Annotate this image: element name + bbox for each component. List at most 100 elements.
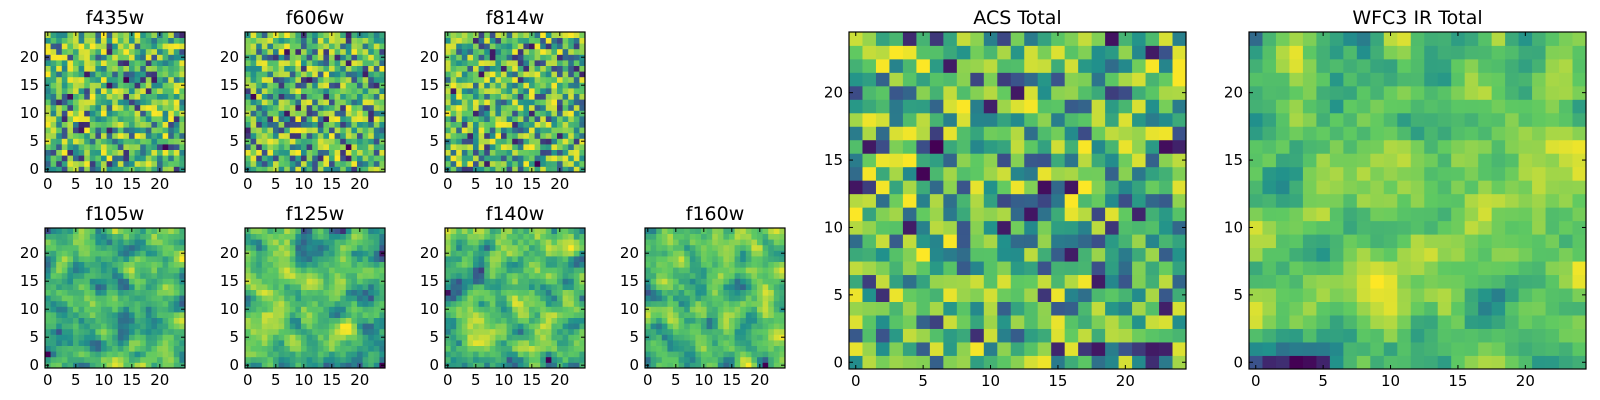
- heatmap-cell: [329, 43, 335, 50]
- heatmap-cell: [579, 256, 586, 262]
- heatmap-cell: [112, 261, 119, 268]
- heatmap-cell: [173, 88, 180, 94]
- heatmap-cell: [379, 340, 386, 346]
- heatmap-cell: [534, 284, 541, 290]
- heatmap-cell: [661, 362, 668, 369]
- heatmap-cell: [179, 233, 186, 240]
- heatmap-cell: [684, 312, 691, 318]
- heatmap-cell: [551, 71, 558, 78]
- heatmap-cell: [117, 323, 124, 330]
- heatmap-cell: [579, 356, 586, 363]
- x-tick-label: 0: [243, 175, 253, 193]
- heatmap-cell: [902, 342, 917, 356]
- heatmap-cell: [745, 328, 752, 335]
- heatmap-cell: [306, 48, 313, 55]
- heatmap-cell: [568, 149, 575, 156]
- heatmap-cell: [762, 323, 769, 330]
- y-tick-label: 10: [420, 300, 439, 318]
- heatmap-cell: [450, 340, 457, 346]
- heatmap-cell: [473, 272, 479, 279]
- heatmap-cell: [545, 278, 552, 285]
- heatmap-cell: [329, 160, 335, 167]
- heatmap-cell: [61, 76, 68, 83]
- heatmap-cell: [661, 239, 668, 246]
- heatmap-cell: [484, 88, 491, 94]
- heatmap-cell: [89, 228, 96, 234]
- heatmap-cell: [168, 32, 175, 38]
- heatmap-cell: [261, 272, 268, 279]
- heatmap-cell: [568, 82, 575, 89]
- heatmap-cell: [173, 228, 180, 234]
- heatmap-cell: [579, 160, 586, 167]
- heatmap-cell: [461, 256, 468, 262]
- heatmap-cell: [95, 132, 102, 139]
- heatmap-cell: [61, 267, 68, 274]
- heatmap-cell: [140, 43, 147, 50]
- heatmap-cell: [1091, 193, 1106, 208]
- heatmap-cell: [579, 65, 586, 72]
- heatmap-cell: [50, 127, 57, 134]
- heatmap-cell: [943, 274, 958, 289]
- heatmap-cell: [168, 362, 175, 369]
- heatmap-cell: [145, 284, 152, 290]
- heatmap-cell: [540, 76, 547, 83]
- heatmap-cell: [267, 351, 274, 358]
- heatmap-cell: [461, 166, 468, 173]
- heatmap-cell: [140, 289, 147, 296]
- heatmap-cell: [557, 328, 563, 335]
- heatmap-cell: [684, 300, 691, 307]
- heatmap-cell: [345, 32, 352, 38]
- heatmap-cell: [301, 334, 307, 341]
- heatmap-cell: [467, 356, 474, 363]
- heatmap-cell: [67, 116, 74, 122]
- heatmap-cell: [545, 43, 552, 50]
- heatmap-cell: [173, 356, 180, 363]
- heatmap-cell: [773, 272, 780, 279]
- axes-frame: [644, 227, 786, 369]
- heatmap-cell: [61, 306, 68, 313]
- heatmap-cell: [112, 340, 119, 346]
- heatmap-cell: [373, 351, 380, 358]
- heatmap-cell: [134, 138, 141, 145]
- heatmap-cell: [168, 65, 175, 72]
- heatmap-cell: [129, 300, 135, 307]
- heatmap-cell: [179, 99, 186, 106]
- heatmap-cell: [512, 32, 519, 38]
- heatmap-cell: [151, 256, 158, 262]
- heatmap-cell: [379, 104, 386, 111]
- heatmap-cell: [557, 48, 563, 55]
- heatmap-cell: [123, 284, 130, 290]
- heatmap-cell: [368, 82, 375, 89]
- heatmap-cell: [179, 256, 186, 262]
- heatmap-cell: [267, 149, 274, 156]
- heatmap-cell: [134, 239, 141, 246]
- heatmap-cell: [250, 244, 257, 251]
- heatmap-cell: [1024, 315, 1039, 329]
- heatmap-cell: [289, 317, 296, 324]
- heatmap-cell: [261, 132, 268, 139]
- heatmap-cell: [1132, 288, 1146, 302]
- heatmap-cell: [684, 323, 691, 330]
- heatmap-cell: [717, 228, 724, 234]
- heatmap-cell: [943, 355, 958, 370]
- heatmap-cell: [329, 37, 335, 44]
- heatmap-cell: [689, 233, 696, 240]
- heatmap-cell: [117, 362, 124, 369]
- heatmap-cell: [340, 317, 347, 324]
- heatmap-cell: [168, 127, 175, 134]
- heatmap-cell: [334, 278, 341, 285]
- heatmap-cell: [695, 239, 702, 246]
- heatmap-cell: [751, 334, 758, 341]
- heatmap-cell: [173, 306, 180, 313]
- heatmap-cell: [461, 295, 468, 302]
- heatmap-cell: [512, 312, 519, 318]
- heatmap-cell: [267, 32, 274, 38]
- heatmap-cell: [745, 267, 752, 274]
- heatmap-cell: [312, 76, 319, 83]
- heatmap-cell: [650, 300, 657, 307]
- heatmap-cell: [145, 351, 152, 358]
- heatmap-cell: [357, 76, 363, 83]
- heatmap-cell: [95, 93, 102, 100]
- heatmap-cell: [278, 37, 285, 44]
- heatmap-cell: [1172, 193, 1187, 208]
